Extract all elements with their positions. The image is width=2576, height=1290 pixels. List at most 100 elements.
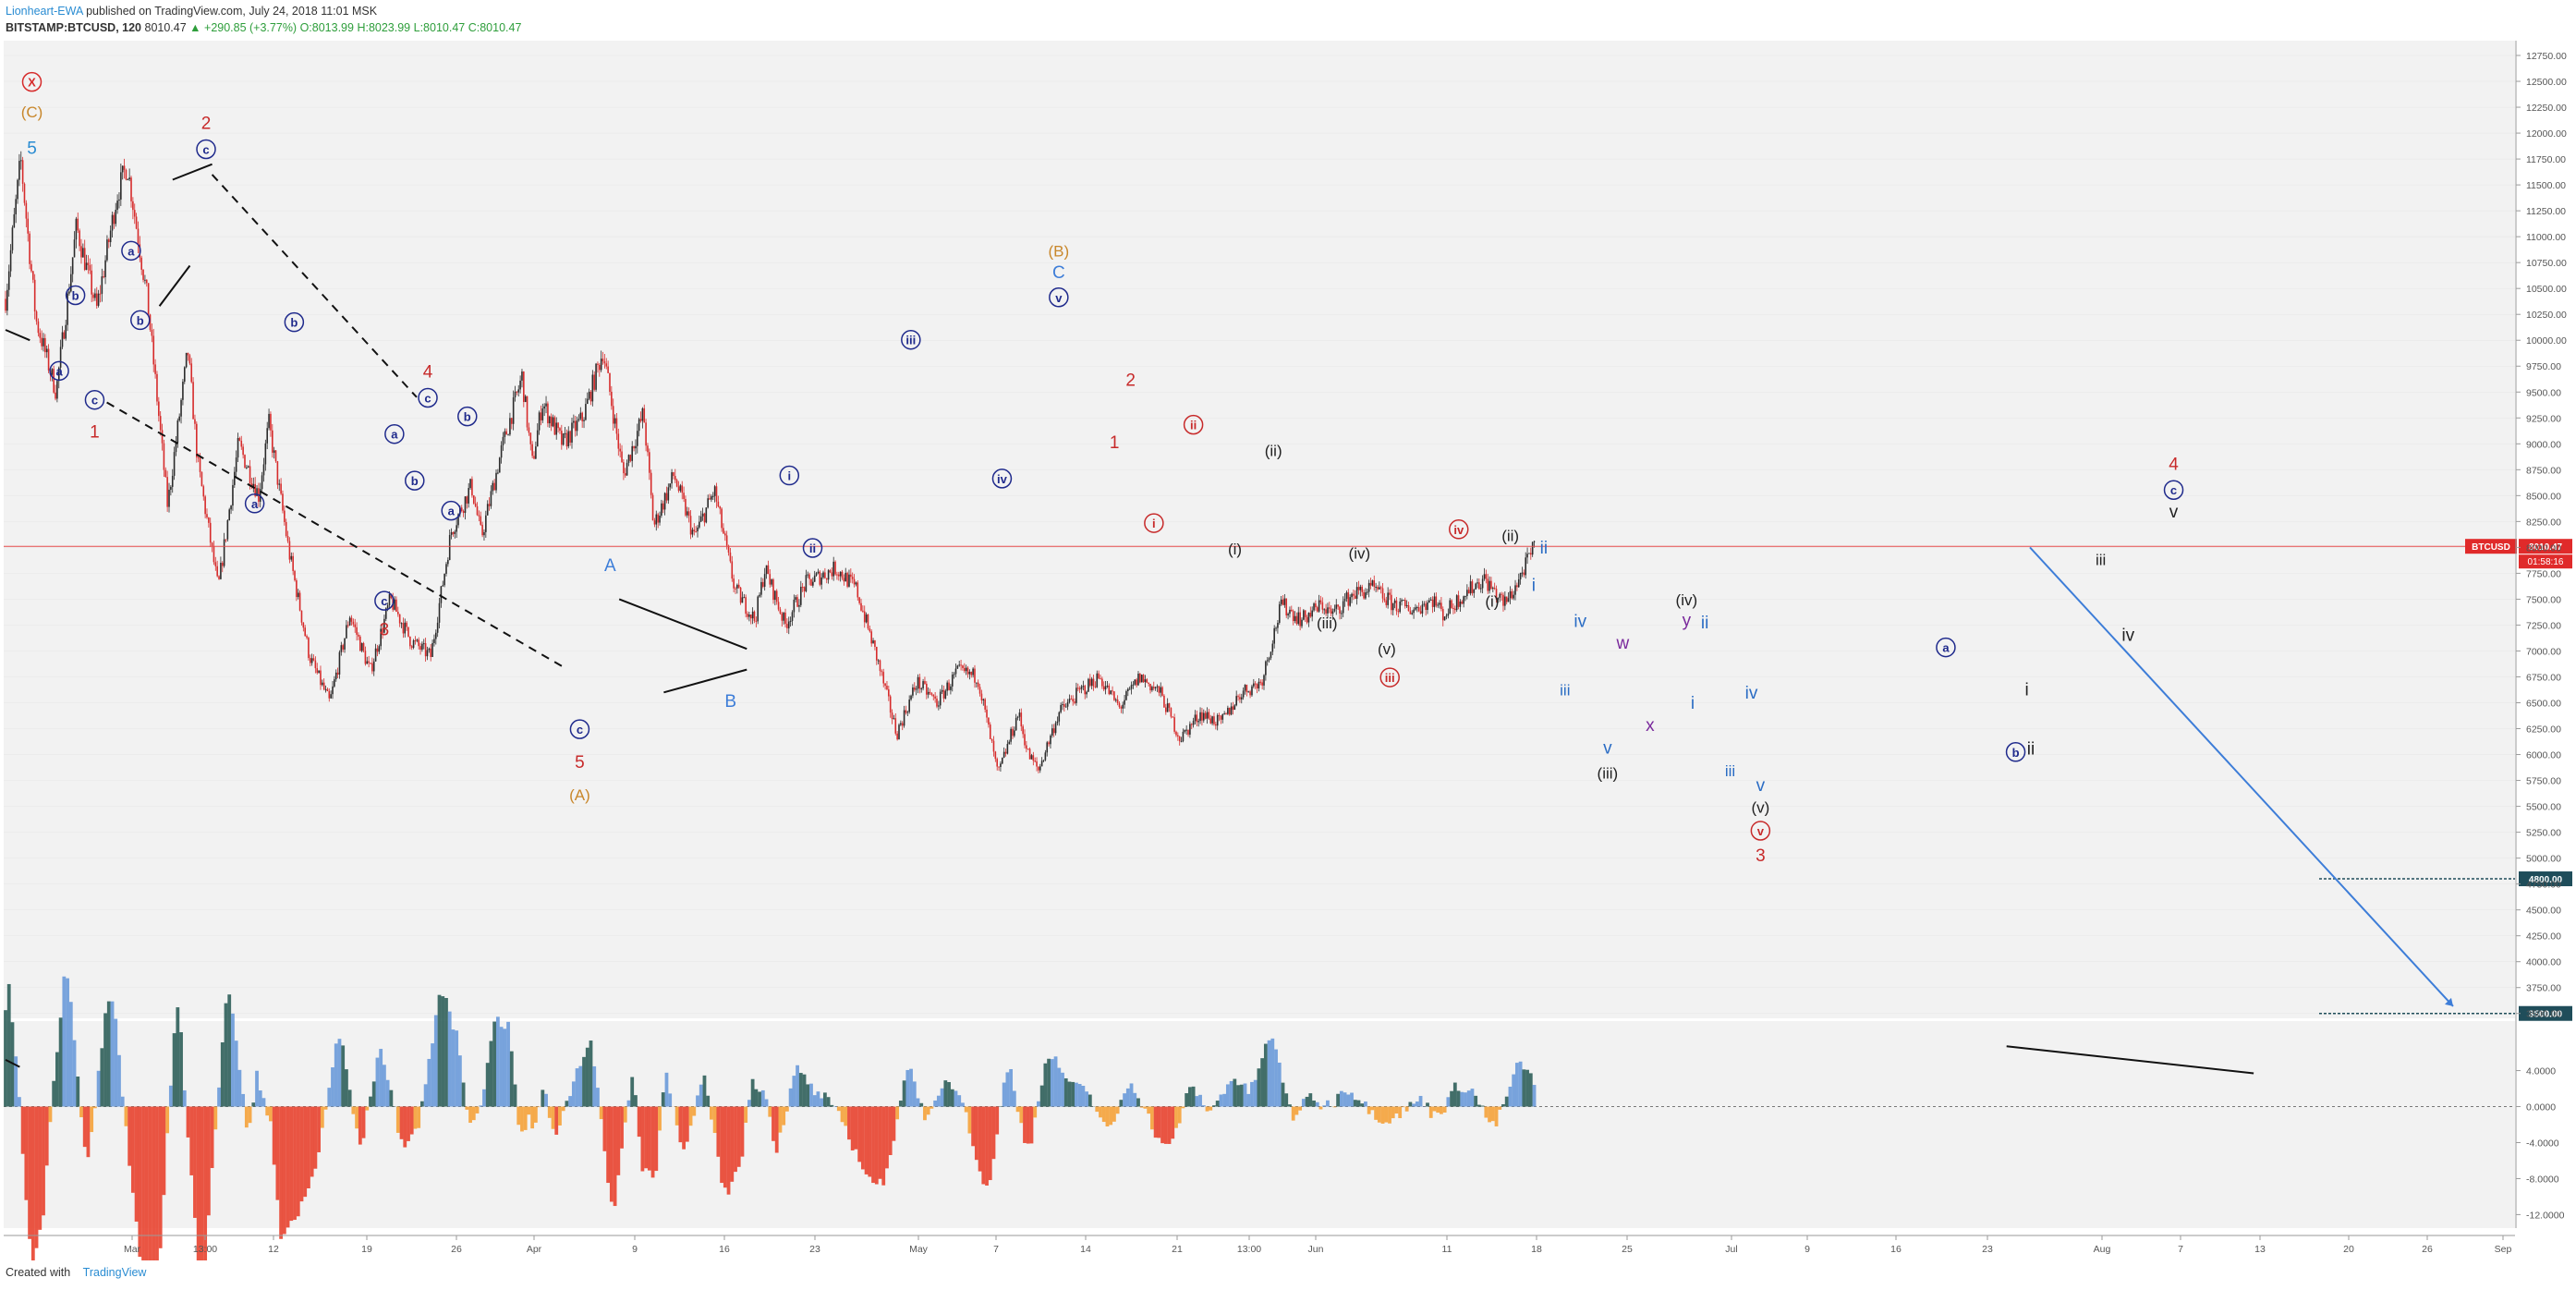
osc-bar <box>417 1106 421 1128</box>
candle-body <box>27 218 30 234</box>
wave-label: (B) <box>1049 242 1070 260</box>
time-tick-label: 16 <box>719 1244 730 1255</box>
candle-body <box>1192 721 1195 725</box>
osc-bar <box>1201 1105 1206 1107</box>
candle-body <box>998 766 1000 768</box>
candle-body <box>1050 735 1051 745</box>
candle-body <box>1351 593 1353 598</box>
candle-body <box>589 391 592 402</box>
price-tick-label: 9000.00 <box>2526 439 2561 450</box>
candle-body <box>1287 614 1289 615</box>
candle-body <box>1173 717 1175 732</box>
candle-body <box>908 700 910 712</box>
tradingview-logo-link[interactable]: TradingView <box>82 1266 147 1279</box>
candle-body <box>1256 684 1258 689</box>
osc-bar <box>152 1106 156 1260</box>
candle-body <box>743 597 746 599</box>
candle-body <box>228 509 231 521</box>
candle-body <box>1008 741 1011 745</box>
osc-bar <box>1246 1093 1251 1107</box>
candle-body <box>1128 688 1131 690</box>
candle-body <box>825 578 828 580</box>
published-text: published on TradingView.com, July 24, 2… <box>86 5 378 18</box>
price-change: ▲ +290.85 (+3.77%) <box>189 21 298 34</box>
price-tick-label: 6500.00 <box>2526 699 2561 710</box>
candle-body <box>681 485 684 493</box>
candle-body <box>67 293 68 325</box>
osc-bar <box>303 1106 308 1198</box>
wave-label-circle <box>84 389 105 410</box>
author-link[interactable]: Lionheart-EWA <box>6 5 83 18</box>
candle-body <box>1118 702 1121 708</box>
candle-body <box>428 648 431 651</box>
candle-body <box>1280 599 1282 604</box>
candle-body <box>1247 691 1250 693</box>
osc-bar <box>1525 1069 1529 1107</box>
candle-body <box>679 485 682 492</box>
osc-bar <box>441 996 445 1107</box>
osc-bar <box>120 1096 125 1107</box>
osc-bar <box>836 1106 841 1112</box>
candle-body <box>1403 600 1406 606</box>
candle-body <box>342 645 344 650</box>
osc-bar <box>272 1106 276 1165</box>
wave-label: b <box>2012 746 2020 760</box>
candle-body <box>645 422 647 446</box>
osc-bar <box>179 1032 183 1107</box>
candle-body <box>55 392 56 399</box>
osc-bar <box>1270 1038 1275 1107</box>
candle-body <box>39 333 42 338</box>
osc-bar <box>231 1013 235 1107</box>
candle-body <box>209 522 212 543</box>
candle-body <box>406 622 407 627</box>
osc-bar <box>475 1106 480 1114</box>
osc-bar <box>1109 1106 1113 1126</box>
osc-bar <box>269 1106 273 1122</box>
candle-body <box>707 498 709 508</box>
price-tick-label: 7000.00 <box>2526 646 2561 657</box>
price-axis[interactable]: 12750.0012500.0012250.0012000.0011750.00… <box>2515 41 2567 1228</box>
candle-body <box>516 391 518 393</box>
candle-body <box>1058 712 1061 722</box>
osc-bar <box>1452 1082 1457 1107</box>
candle-body <box>783 612 784 621</box>
candle-body <box>834 561 836 575</box>
candle-body <box>552 417 554 427</box>
candle-body <box>869 628 871 632</box>
wave-label: x <box>1646 716 1655 736</box>
candle-body <box>701 513 704 517</box>
osc-bar <box>1177 1106 1182 1124</box>
candle-body <box>942 689 945 699</box>
candle-body <box>1254 683 1257 685</box>
wave-label: (iv) <box>1349 545 1371 563</box>
wave-label: ii <box>2027 740 2035 760</box>
candle-body <box>736 584 738 589</box>
time-axis[interactable]: Mar 13:00 12 19 26 Apr 9 16 23 May 7 14 21 13:00 Jun 11… <box>4 1235 2515 1255</box>
channel-upper-line <box>211 174 418 398</box>
osc-bar <box>479 1105 483 1107</box>
candle-body <box>1144 679 1147 683</box>
candle-body <box>725 535 728 546</box>
osc-bar <box>1418 1095 1423 1107</box>
osc-bar <box>148 1106 152 1260</box>
candle-body <box>372 661 375 672</box>
candle-body <box>1466 590 1468 597</box>
osc-bar <box>620 1106 624 1149</box>
candle-body <box>948 682 950 690</box>
candle-body <box>1189 724 1191 735</box>
osc-bar <box>162 1106 166 1196</box>
candle-body <box>192 382 194 420</box>
osc-bar <box>1528 1073 1533 1107</box>
osc-bar <box>933 1100 938 1107</box>
wave-label: iv <box>997 472 1008 486</box>
price-pane[interactable] <box>4 41 2515 1018</box>
candle-body <box>1440 602 1442 610</box>
candle-body <box>805 575 808 591</box>
candle-body <box>1244 685 1246 691</box>
candle-body <box>953 674 955 675</box>
osc-bar <box>234 1041 238 1107</box>
candle-body <box>798 604 800 607</box>
candle-body <box>1451 600 1452 608</box>
osc-bar <box>1243 1083 1247 1107</box>
